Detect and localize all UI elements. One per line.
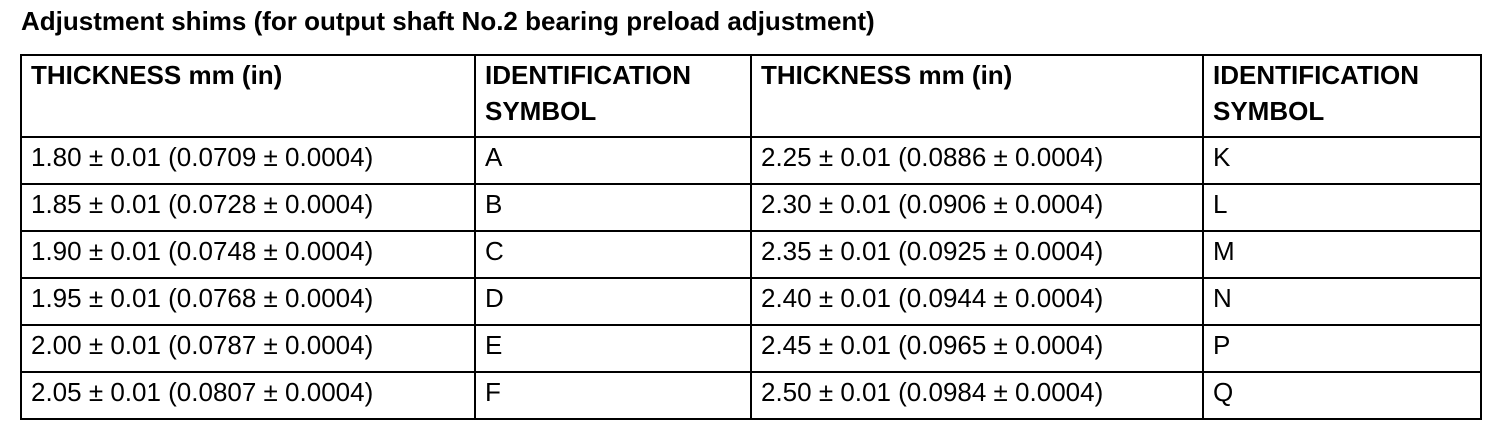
table-row: 2.00 ± 0.01 (0.0787 ± 0.0004) E 2.45 ± 0.0…: [20, 324, 1482, 373]
table-cell: 1.90 ± 0.01 (0.0748 ± 0.0004): [20, 230, 476, 279]
header-cell: THICKNESS mm (in): [20, 54, 476, 138]
table-cell: 2.05 ± 0.01 (0.0807 ± 0.0004): [20, 371, 476, 420]
table-body: 1.80 ± 0.01 (0.0709 ± 0.0004) A 2.25 ± 0.0…: [20, 136, 1482, 420]
table-cell: 2.00 ± 0.01 (0.0787 ± 0.0004): [20, 324, 476, 373]
table-cell: A: [474, 136, 752, 185]
table-cell: N: [1202, 277, 1482, 326]
table-cell: 2.30 ± 0.01 (0.0906 ± 0.0004): [750, 183, 1204, 232]
table-cell: Q: [1202, 371, 1482, 420]
table-cell: L: [1202, 183, 1482, 232]
table-cell: 1.80 ± 0.01 (0.0709 ± 0.0004): [20, 136, 476, 185]
title: Adjustment shims (for output shaft No.2 …: [21, 6, 875, 36]
table-cell: F: [474, 371, 752, 420]
table-cell: 2.45 ± 0.01 (0.0965 ± 0.0004): [750, 324, 1204, 373]
table-row: 1.80 ± 0.01 (0.0709 ± 0.0004) A 2.25 ± 0.0…: [20, 136, 1482, 185]
table-cell: 2.40 ± 0.01 (0.0944 ± 0.0004): [750, 277, 1204, 326]
table-row: 1.85 ± 0.01 (0.0728 ± 0.0004) B 2.30 ± 0.0…: [20, 183, 1482, 232]
header-cell: IDENTIFICATION SYMBOL: [474, 54, 752, 138]
table-cell: 2.50 ± 0.01 (0.0984 ± 0.0004): [750, 371, 1204, 420]
header-row: THICKNESS mm (in) IDENTIFICATION SYMBOL TH…: [20, 54, 1482, 138]
table-row: 1.95 ± 0.01 (0.0768 ± 0.0004) D 2.40 ± 0.0…: [20, 277, 1482, 326]
table-cell: 2.35 ± 0.01 (0.0925 ± 0.0004): [750, 230, 1204, 279]
table-row: 2.05 ± 0.01 (0.0807 ± 0.0004) F 2.50 ± 0.0…: [20, 371, 1482, 420]
table-cell: B: [474, 183, 752, 232]
table-cell: E: [474, 324, 752, 373]
header-cell: THICKNESS mm (in): [750, 54, 1204, 138]
table-cell: K: [1202, 136, 1482, 185]
table-cell: M: [1202, 230, 1482, 279]
table-cell: P: [1202, 324, 1482, 373]
table-cell: D: [474, 277, 752, 326]
table-cell: C: [474, 230, 752, 279]
table-cell: 1.95 ± 0.01 (0.0768 ± 0.0004): [20, 277, 476, 326]
table-cell: 2.25 ± 0.01 (0.0886 ± 0.0004): [750, 136, 1204, 185]
table-row: 1.90 ± 0.01 (0.0748 ± 0.0004) C 2.35 ± 0.0…: [20, 230, 1482, 279]
header-cell: IDENTIFICATION SYMBOL: [1202, 54, 1482, 138]
table-cell: 1.85 ± 0.01 (0.0728 ± 0.0004): [20, 183, 476, 232]
shim-table: THICKNESS mm (in) IDENTIFICATION SYMBOL TH…: [20, 54, 1482, 420]
